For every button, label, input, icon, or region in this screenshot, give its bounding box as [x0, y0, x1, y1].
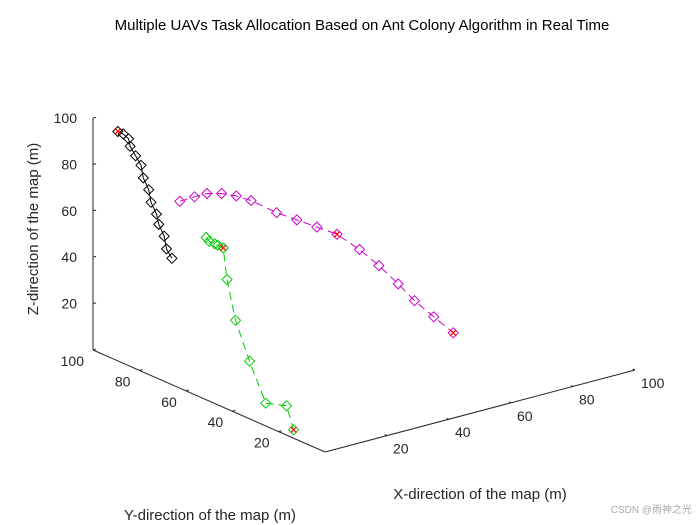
z-tick-label: 60	[61, 203, 77, 219]
z-tick-mark	[92, 209, 97, 212]
x-tick-mark	[384, 434, 388, 437]
x-tick-mark	[446, 417, 450, 420]
data-point-marker	[188, 191, 201, 203]
data-point-marker	[311, 221, 323, 233]
data-point-marker	[217, 242, 229, 254]
task-point-marker	[114, 128, 122, 135]
y-tick-label: 80	[115, 373, 131, 389]
axes-box	[92, 118, 636, 453]
data-point-marker	[408, 294, 421, 307]
data-point-marker	[259, 397, 272, 409]
x-tick-label: 80	[579, 391, 595, 407]
x-axis-line	[324, 369, 636, 453]
z-tick-mark	[92, 163, 97, 165]
y-tick-mark	[185, 389, 190, 392]
series-3	[200, 231, 300, 436]
data-point-marker	[270, 206, 283, 219]
task-point-marker	[333, 230, 341, 238]
data-point-marker	[208, 238, 221, 250]
data-point-marker	[174, 195, 186, 208]
data-point-marker	[201, 187, 213, 200]
y-tick-label: 40	[208, 414, 224, 430]
x-tick-mark	[570, 384, 574, 387]
data-point-marker	[212, 239, 224, 252]
data-point-marker	[129, 150, 142, 162]
z-tick-mark	[92, 302, 97, 305]
data-point-marker	[145, 196, 157, 209]
task-point-marker	[219, 244, 227, 252]
data-point-marker	[160, 243, 173, 255]
data-point-marker	[392, 278, 404, 290]
y-tick-label: 100	[61, 353, 85, 369]
series-1	[112, 125, 178, 265]
data-point-marker	[353, 243, 366, 256]
x-tick-label: 100	[641, 375, 665, 391]
x-tick-label: 40	[455, 424, 471, 440]
series-line	[205, 237, 295, 430]
series-line	[117, 131, 173, 259]
x-axis-label: X-direction of the map (m)	[393, 486, 566, 503]
data-point-marker	[135, 159, 147, 172]
x-tick-mark	[632, 368, 636, 371]
data-point-marker	[112, 125, 124, 138]
chart-title: Multiple UAVs Task Allocation Based on A…	[115, 17, 610, 34]
z-tick-mark	[92, 116, 97, 119]
data-point-marker	[153, 218, 165, 231]
data-point-marker	[280, 400, 293, 412]
data-point-marker	[137, 172, 150, 184]
x-tick-label: 60	[517, 408, 533, 424]
data-point-marker	[221, 273, 233, 286]
data-point-marker	[150, 208, 163, 220]
task-point-marker	[449, 329, 457, 337]
data-point-marker	[158, 230, 170, 242]
z-tick-mark	[92, 255, 97, 258]
data-point-marker	[373, 259, 385, 272]
y-tick-mark	[232, 409, 236, 412]
task-point-marker	[290, 426, 297, 434]
y-axis-label: Y-direction of the map (m)	[124, 507, 296, 524]
data-point-marker	[291, 214, 303, 226]
y-tick-mark	[278, 430, 282, 433]
z-axis-label: Z-direction of the map (m)	[25, 143, 42, 316]
data-point-marker	[122, 133, 135, 145]
data-point-marker	[447, 327, 459, 339]
z-tick-label: 100	[54, 110, 78, 126]
data-point-marker	[203, 235, 215, 248]
data-point-marker	[229, 314, 242, 327]
data-point-marker	[166, 252, 178, 265]
z-tick-label: 80	[61, 156, 77, 172]
series-group	[112, 125, 459, 436]
z-tick-label: 20	[61, 296, 77, 312]
data-point-marker	[124, 140, 136, 153]
y-tick-mark	[92, 348, 97, 351]
x-tick-label: 20	[393, 441, 409, 457]
axis-ticks: 20 40 60 80 100 20 40 60 80 100 20 40 60 80 100	[54, 110, 665, 457]
data-point-marker	[331, 228, 343, 241]
data-point-marker	[230, 190, 243, 202]
data-point-marker	[287, 423, 300, 436]
data-point-marker	[243, 355, 256, 367]
series-line	[179, 193, 454, 334]
watermark: CSDN @雨神之光	[611, 503, 692, 516]
data-point-marker	[245, 194, 257, 207]
y-tick-mark	[139, 369, 143, 371]
series-2	[174, 187, 459, 339]
task-points	[114, 128, 457, 434]
x-tick-mark	[508, 401, 512, 404]
data-point-marker	[428, 311, 440, 323]
z-tick-label: 40	[61, 249, 77, 265]
data-point-marker	[142, 183, 155, 196]
data-point-marker	[215, 187, 228, 200]
y-tick-label: 60	[161, 394, 177, 410]
y-axis-line	[92, 349, 326, 453]
y-tick-label: 20	[254, 435, 270, 451]
